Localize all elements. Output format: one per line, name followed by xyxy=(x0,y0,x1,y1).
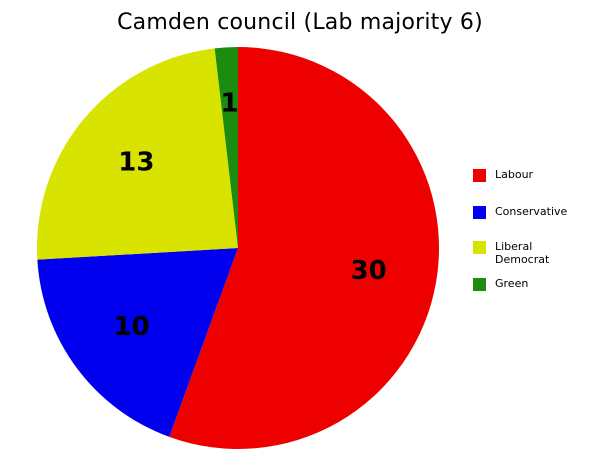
pie-slice-labour xyxy=(169,47,439,449)
pie-slice-conservative xyxy=(37,248,239,437)
slice-value-label-labour: 30 xyxy=(351,256,387,286)
legend-item-green: Green xyxy=(473,277,565,291)
legend-item-conservative: Conservative xyxy=(473,205,568,219)
legend-label-conservative: Conservative xyxy=(495,205,568,218)
legend-label-labour: Labour xyxy=(495,168,534,181)
pie-slice-green xyxy=(214,47,238,248)
legend-label-green: Green xyxy=(495,277,529,290)
legend-label-liberal-democrat: Liberal Democrat xyxy=(495,240,550,266)
legend-item-liberal-democrat: Liberal Democrat xyxy=(473,240,565,266)
pie-slice-liberal-democrat xyxy=(37,48,239,260)
slice-value-label-conservative: 10 xyxy=(113,312,149,342)
legend-swatch-conservative xyxy=(473,206,486,219)
legend-item-labour: Labour xyxy=(473,168,565,182)
legend-swatch-labour xyxy=(473,169,486,182)
chart-title: Camden council (Lab majority 6) xyxy=(117,10,483,35)
slice-value-label-liberal-democrat: 13 xyxy=(118,148,154,178)
slice-value-label-green: 1 xyxy=(221,89,239,119)
legend-swatch-liberal-democrat xyxy=(473,241,486,254)
legend-swatch-green xyxy=(473,278,486,291)
